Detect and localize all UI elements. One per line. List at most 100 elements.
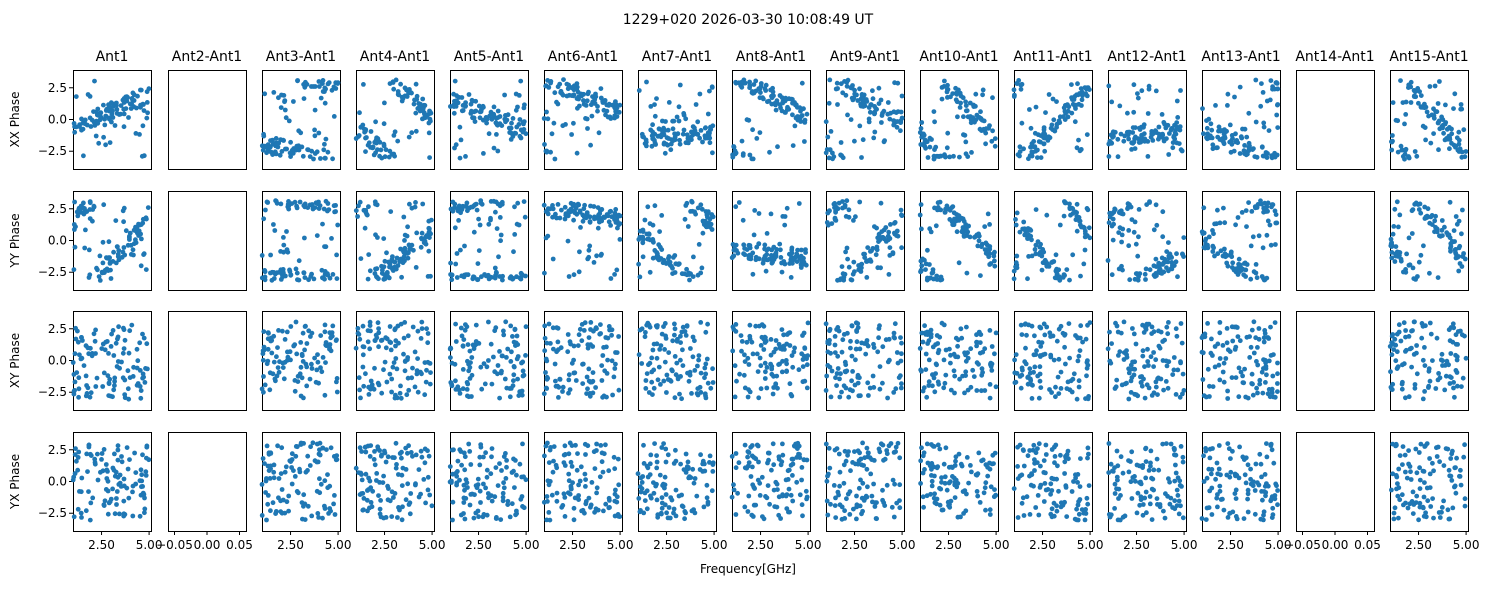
data-point <box>1166 240 1171 245</box>
data-point <box>406 388 411 393</box>
data-point <box>372 457 377 462</box>
data-point <box>1033 352 1038 357</box>
data-point <box>893 321 898 326</box>
data-point <box>420 237 425 242</box>
data-point <box>82 363 87 368</box>
data-point <box>1085 456 1090 461</box>
data-point <box>414 231 419 236</box>
data-point <box>737 460 742 465</box>
data-point <box>930 484 935 489</box>
data-point <box>305 454 310 459</box>
data-point <box>961 114 966 119</box>
data-point <box>1033 251 1038 256</box>
data-point <box>92 79 97 84</box>
data-point <box>937 447 942 452</box>
data-point <box>276 365 281 370</box>
data-point <box>649 496 654 501</box>
data-point <box>595 485 600 490</box>
data-point <box>825 135 830 140</box>
data-point <box>769 468 774 473</box>
data-point <box>1146 111 1151 116</box>
data-point <box>1155 496 1160 501</box>
data-point <box>1055 509 1060 514</box>
data-point <box>1043 471 1048 476</box>
data-point <box>1062 214 1067 219</box>
data-point <box>1087 225 1092 230</box>
data-point <box>1160 209 1165 214</box>
data-point <box>450 200 455 205</box>
data-point <box>366 385 371 390</box>
column-title: Ant3-Ant1 <box>266 49 336 65</box>
data-point <box>673 326 678 331</box>
data-point <box>321 147 326 152</box>
data-point <box>805 112 810 117</box>
data-point <box>388 149 393 154</box>
data-point <box>676 262 681 267</box>
data-point <box>580 381 585 386</box>
data-point <box>376 344 381 349</box>
data-point <box>391 268 396 273</box>
data-point <box>688 346 693 351</box>
data-point <box>128 375 133 380</box>
data-point <box>373 232 378 237</box>
data-point <box>932 109 937 114</box>
data-point <box>804 497 809 502</box>
data-point <box>1042 333 1047 338</box>
data-point <box>311 157 316 162</box>
data-point <box>654 453 659 458</box>
data-point <box>671 126 676 131</box>
data-point <box>88 116 93 121</box>
data-point <box>489 454 494 459</box>
data-point <box>1127 130 1132 135</box>
data-point <box>604 395 609 400</box>
data-point <box>102 371 107 376</box>
y-tick-label: 0.0 <box>48 354 67 368</box>
data-point <box>1035 155 1040 160</box>
data-point <box>1032 333 1037 338</box>
data-point <box>871 374 876 379</box>
data-point <box>1127 470 1132 475</box>
data-point <box>899 381 904 386</box>
data-point <box>398 384 403 389</box>
data-point <box>267 450 272 455</box>
data-point <box>320 446 325 451</box>
data-point <box>543 336 548 341</box>
data-point <box>90 207 95 212</box>
data-point <box>267 145 272 150</box>
data-point <box>142 251 147 256</box>
data-point <box>857 124 862 129</box>
data-point <box>498 203 503 208</box>
data-point <box>883 225 888 230</box>
data-point <box>398 247 403 252</box>
data-point <box>542 391 547 396</box>
data-point <box>887 253 892 258</box>
data-point <box>545 78 550 83</box>
data-point <box>876 335 881 340</box>
data-point <box>1075 81 1080 86</box>
data-point <box>974 344 979 349</box>
data-point <box>329 236 334 241</box>
data-point <box>1109 100 1114 105</box>
data-point <box>88 199 93 204</box>
data-point <box>1143 476 1148 481</box>
data-point <box>899 110 904 115</box>
data-point <box>927 358 932 363</box>
data-point <box>825 513 830 518</box>
data-point <box>275 345 280 350</box>
data-point <box>833 515 838 520</box>
data-point <box>745 340 750 345</box>
data-point <box>937 486 942 491</box>
data-point <box>84 374 89 379</box>
data-point <box>392 154 397 159</box>
data-point <box>833 343 838 348</box>
data-point <box>773 382 778 387</box>
data-point <box>938 278 943 283</box>
data-point <box>614 268 619 273</box>
data-point <box>566 209 571 214</box>
data-point <box>788 381 793 386</box>
data-point <box>313 151 318 156</box>
y-tick-label: −2.5 <box>38 385 67 399</box>
data-point <box>710 488 715 493</box>
data-point <box>588 505 593 510</box>
data-point <box>542 454 547 459</box>
